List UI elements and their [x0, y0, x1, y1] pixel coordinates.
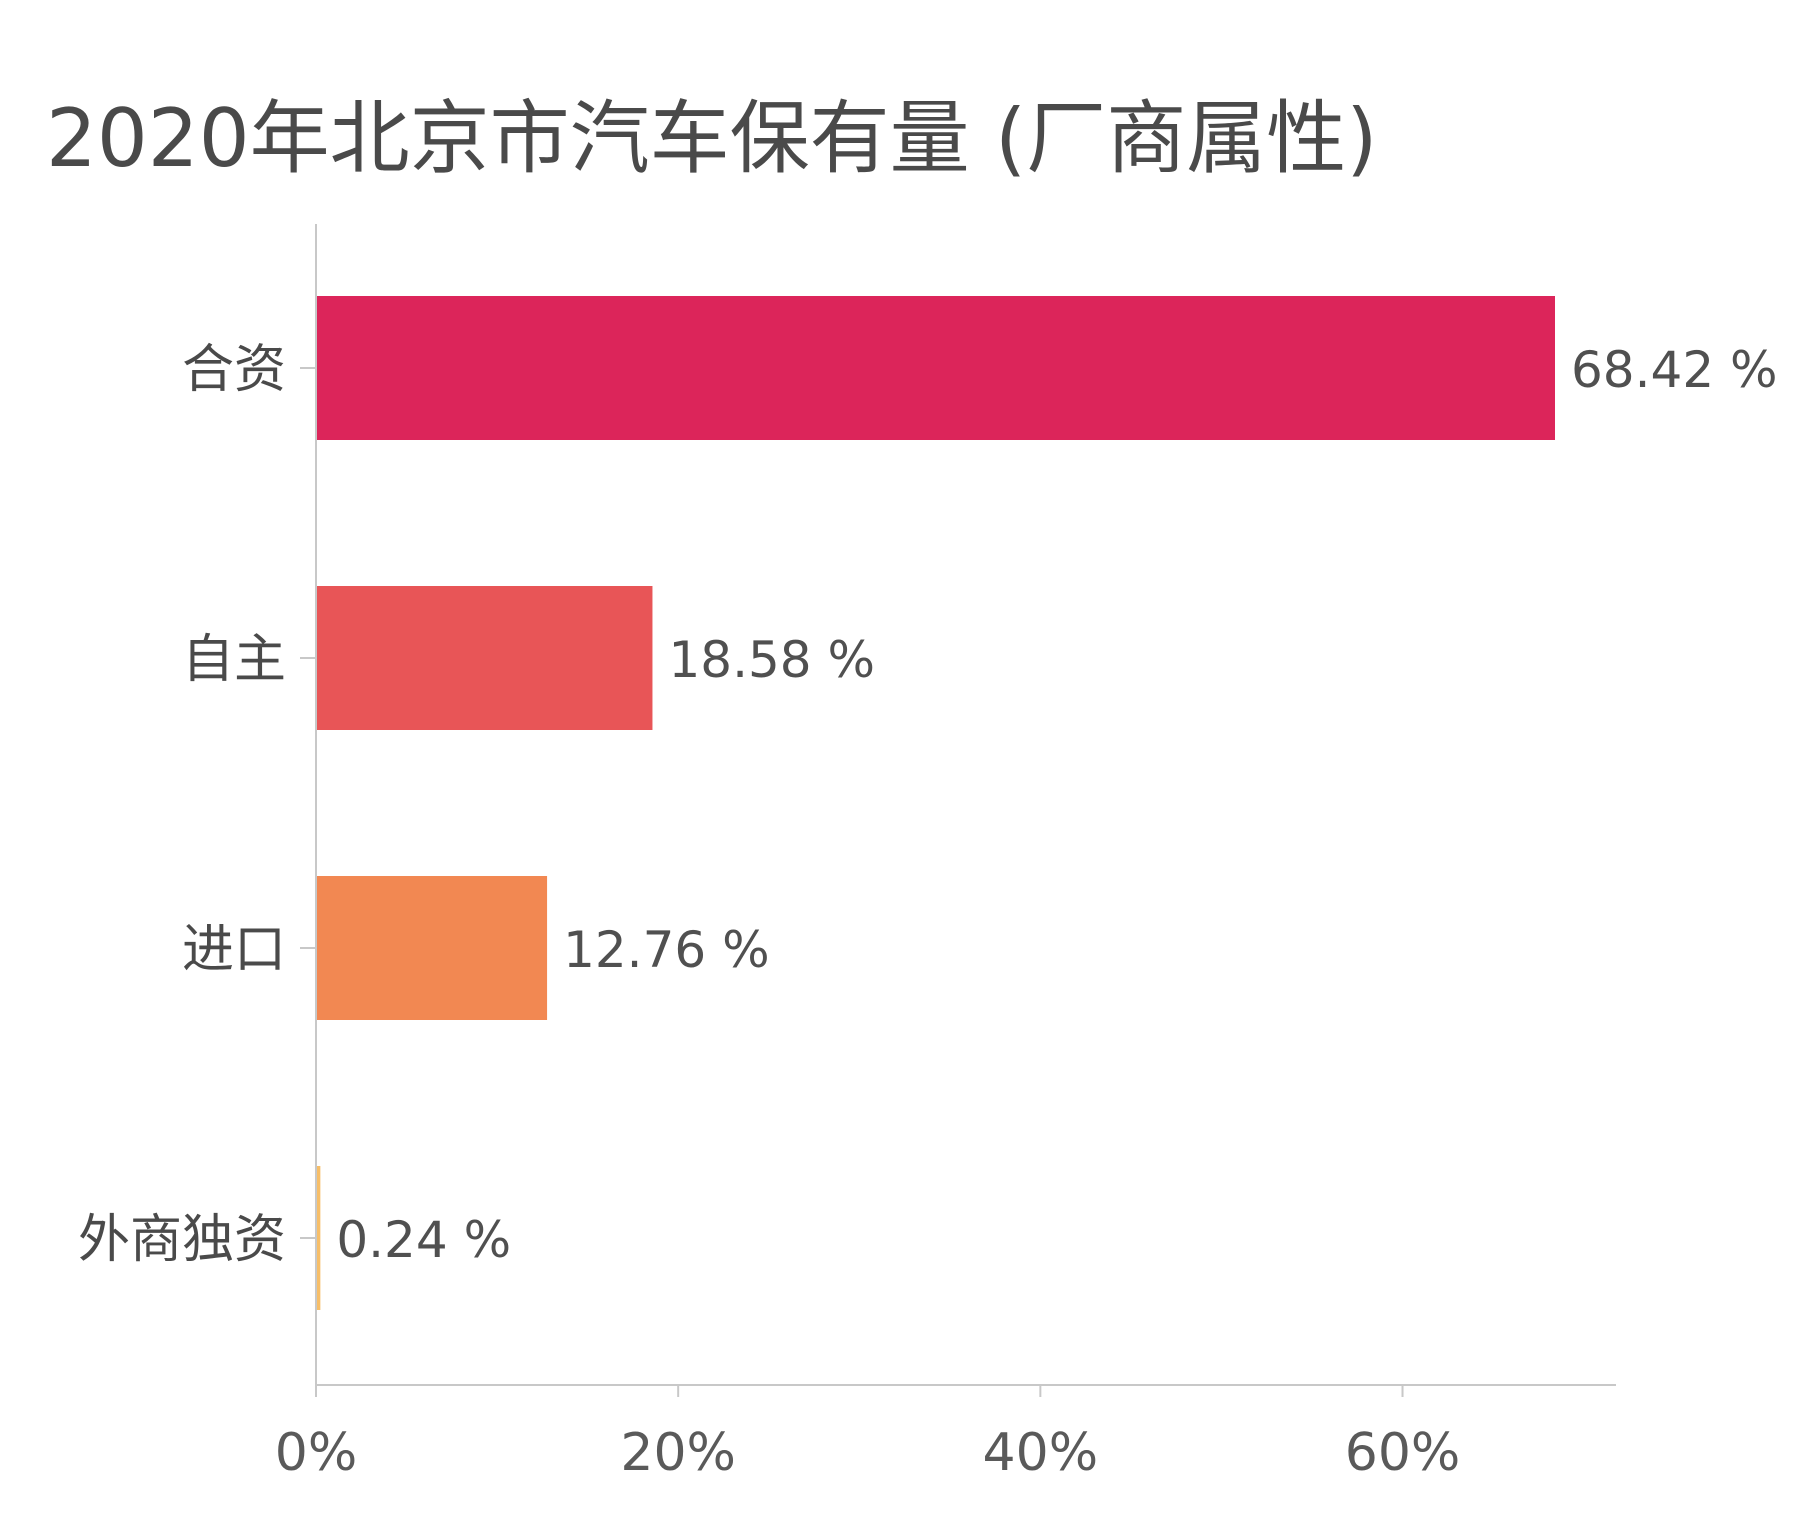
x-tick-label: 20% [620, 1423, 736, 1483]
data-label: 12.76 % [563, 921, 770, 979]
bar [316, 1166, 321, 1310]
bar [316, 296, 1555, 440]
bar [316, 586, 653, 730]
data-label: 18.58 % [668, 631, 875, 689]
x-tick-label: 60% [1345, 1423, 1461, 1483]
data-label: 0.24 % [336, 1211, 511, 1269]
chart-title: 2020年北京市汽车保有量 (厂商属性) [46, 92, 1377, 185]
x-tick-label: 0% [275, 1423, 358, 1483]
bars-layer: 68.42 % 18.58 % 12.76 % 0.24 % [316, 296, 1778, 1310]
category-label: 合资 [182, 340, 286, 400]
data-label: 68.42 % [1571, 341, 1778, 399]
bar [316, 876, 548, 1020]
x-tick-label: 40% [983, 1423, 1099, 1483]
category-label: 进口 [182, 920, 286, 980]
category-label: 自主 [182, 630, 286, 690]
category-label: 外商独资 [78, 1210, 286, 1270]
